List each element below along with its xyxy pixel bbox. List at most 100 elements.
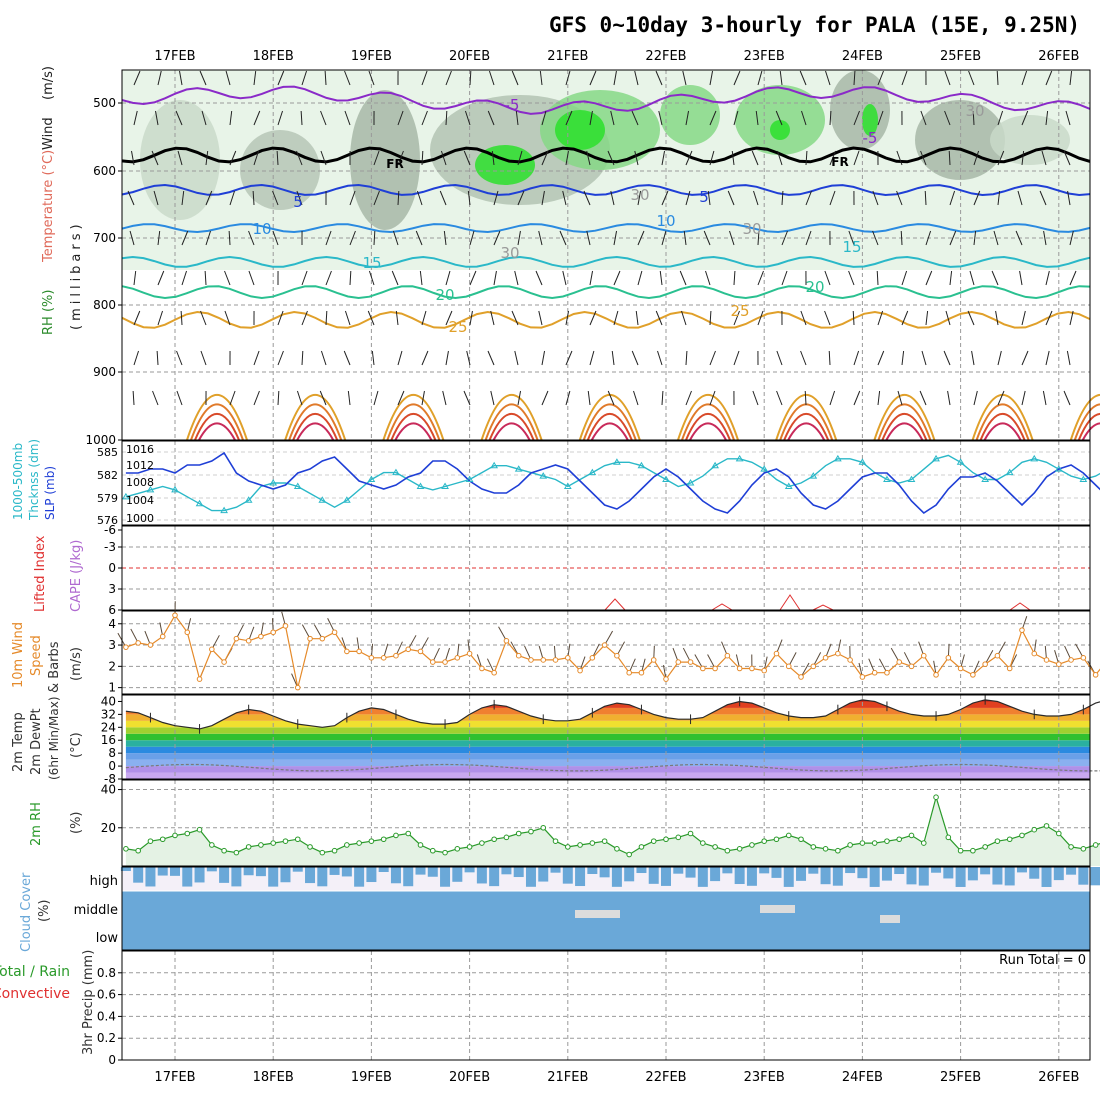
wind-barb [631,350,639,366]
wind-speed-point [319,635,326,642]
wind-barb [613,230,618,246]
wind-barb [511,310,519,326]
cloud-high-bar [869,867,880,887]
wind-speed-point [785,663,792,670]
wind-barb [205,230,211,246]
wind-speed-point [565,655,571,661]
y-tick-label: -3 [104,540,116,554]
wind-barb [199,70,207,86]
wind-barb [535,270,543,286]
wind-speed-point [405,646,412,653]
wind-speed-point [466,650,473,657]
wind-barb [607,390,615,406]
isotherm-dome [198,422,236,441]
rh-point [650,838,657,844]
isotherm-label: 30 [630,186,649,204]
y-tick-label: 6 [108,603,116,617]
wind-barb [1045,310,1053,326]
wind-barb [177,150,183,166]
wind-barb [733,350,740,366]
wind-barb [948,150,951,166]
wind-barb [707,190,711,206]
wind-barb [709,390,716,406]
wind-barb [515,110,519,126]
wind-barb [1021,390,1026,406]
cloud-high-bar [305,867,316,884]
wind-barb [175,110,183,126]
date-label: 23FEB [744,1070,785,1085]
wind-barb [661,390,664,406]
rh-point [675,834,682,841]
rh-point [970,847,976,854]
date-label: 20FEB [449,49,490,64]
wind-barb [349,190,356,206]
wind-barb [781,270,788,286]
cloud-high-bar [341,867,352,877]
wind-barb [368,270,375,286]
isotherm-dome [689,422,727,441]
y-tick-label: 3 [108,638,116,652]
label-temp2m-3: (6hr Min/Max) [47,697,61,781]
wind-speed-point [540,657,547,663]
rh-shade-blob [915,100,1005,180]
cloud-high-bar [206,867,217,872]
y-tick-label: 1000 [85,433,116,447]
label-thickness: Thcknss (dm) [27,439,41,521]
wind-barb [445,310,453,326]
label-precip-3: 3hr Precip (mm) [81,950,96,1055]
wind-barb [634,70,639,86]
rh-point [638,844,645,850]
cloud-high-bar [378,867,389,873]
wind-barb [445,350,449,366]
wind-barb [685,110,690,126]
rh-point [221,847,227,854]
wind-barb [367,310,375,326]
lifted-index-spike [711,603,733,611]
rh-point [957,847,964,854]
thickness-point [784,482,793,489]
cloud-high-bar [746,867,757,886]
wind-barb [127,190,135,206]
rh-point [798,836,804,843]
cloud-high-bar [980,867,991,875]
wind-speed-point [1092,672,1099,678]
wind-barb [1045,350,1050,366]
wind-barb [205,190,213,206]
cloud-high-bar [182,867,193,887]
isotherm-dome [681,403,735,441]
wind-barb [277,110,283,126]
wind-speed-point [970,672,976,678]
wind-barb [324,70,327,86]
wind-barb [300,110,303,126]
lifted-index-spike [604,598,626,611]
date-label: 25FEB [940,1070,981,1085]
thickness-point [318,496,327,503]
isotherm-dome [1077,413,1100,441]
label-upper-temp: Temperature (°C) [41,150,56,263]
wind-speed-point [294,684,301,691]
cloud-high-bar [783,867,794,887]
rh-point [319,849,326,856]
thickness-point [981,475,990,483]
wind-barb [344,110,351,126]
cloud-high-bar [464,867,475,873]
wind-barb [565,310,570,326]
thickness-point [514,465,523,472]
wind-barb [541,390,549,406]
wind-barb [445,110,448,126]
wind-barb [877,390,881,406]
wind-speed-point [614,652,620,659]
wind-barb [589,70,597,86]
label-cape: CAPE (J/kg) [69,540,84,612]
wind-barb [685,390,692,406]
rh-point [442,849,448,856]
wind-barb [775,110,783,126]
rh-shade-blob [240,130,320,210]
wind-barb [682,70,687,86]
label-precip-1: Total / Rain [0,964,70,980]
wind-barb [205,150,209,166]
rh-point [1043,823,1050,829]
wind-barb [635,310,639,326]
wind-barb [1065,110,1071,126]
